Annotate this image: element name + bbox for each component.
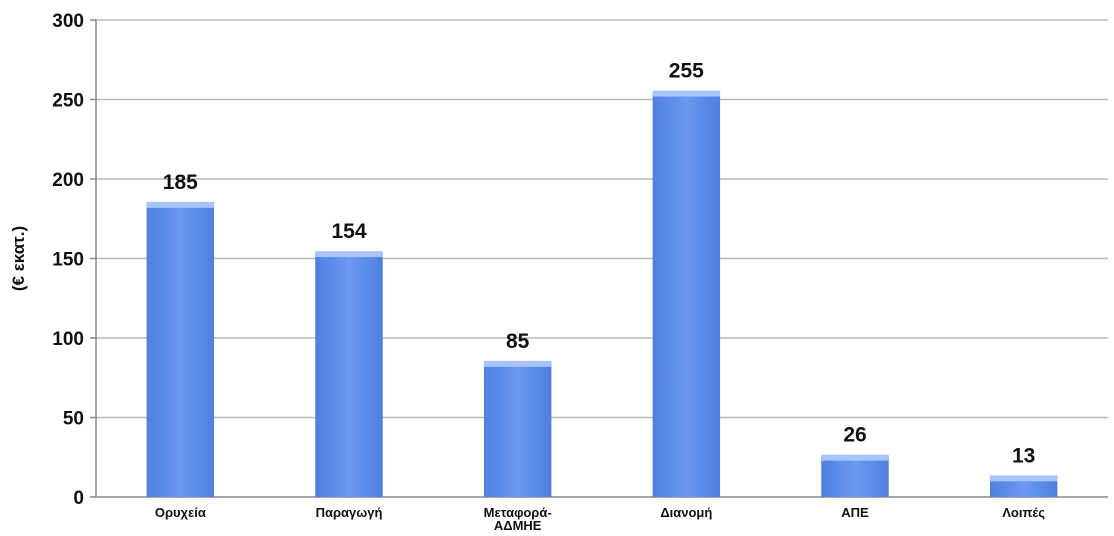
x-category-label: Ορυχεία — [155, 505, 206, 520]
bar — [652, 91, 721, 498]
x-category-label: Διανομή — [660, 505, 712, 520]
bar-top-cap — [146, 201, 215, 208]
bar-top-cap — [652, 90, 721, 97]
x-category-label: ΑΠΕ — [841, 505, 869, 520]
labels: 0 50 100 150 200 250 300 185 Ορυχεία 154 Παραγωγή 8… — [52, 11, 1045, 533]
x-category-label: Παραγωγή — [316, 505, 383, 520]
x-category-label: Μεταφορά-ΑΔΜΗΕ — [484, 505, 552, 533]
y-tick-label: 300 — [52, 11, 84, 32]
y-tick-label: 0 — [73, 488, 84, 509]
axes — [90, 19, 1108, 498]
bar — [483, 361, 552, 497]
data-label: 255 — [669, 60, 704, 83]
data-label: 185 — [163, 171, 198, 194]
x-category-label: Λοιπές — [1002, 505, 1045, 520]
bar-top-cap — [821, 454, 889, 461]
bar-top-cap — [315, 251, 383, 258]
data-label: 26 — [843, 424, 866, 447]
data-label: 13 — [1012, 444, 1035, 467]
bar — [146, 202, 215, 497]
y-tick-label: 200 — [52, 170, 84, 191]
y-tick-label: 150 — [52, 250, 84, 271]
bar — [821, 455, 889, 497]
bars — [146, 90, 1058, 498]
bar-top-cap — [989, 475, 1058, 482]
y-tick-label: 50 — [63, 409, 84, 430]
bar — [989, 476, 1058, 497]
data-label: 85 — [506, 330, 530, 353]
bar — [315, 252, 383, 497]
bar-top-cap — [483, 360, 552, 367]
gridlines — [96, 19, 1108, 419]
data-label: 154 — [331, 220, 366, 243]
y-tick-label: 100 — [52, 329, 84, 350]
y-tick-label: 250 — [52, 91, 84, 112]
y-axis-title: (€ εκατ.) — [9, 226, 28, 291]
